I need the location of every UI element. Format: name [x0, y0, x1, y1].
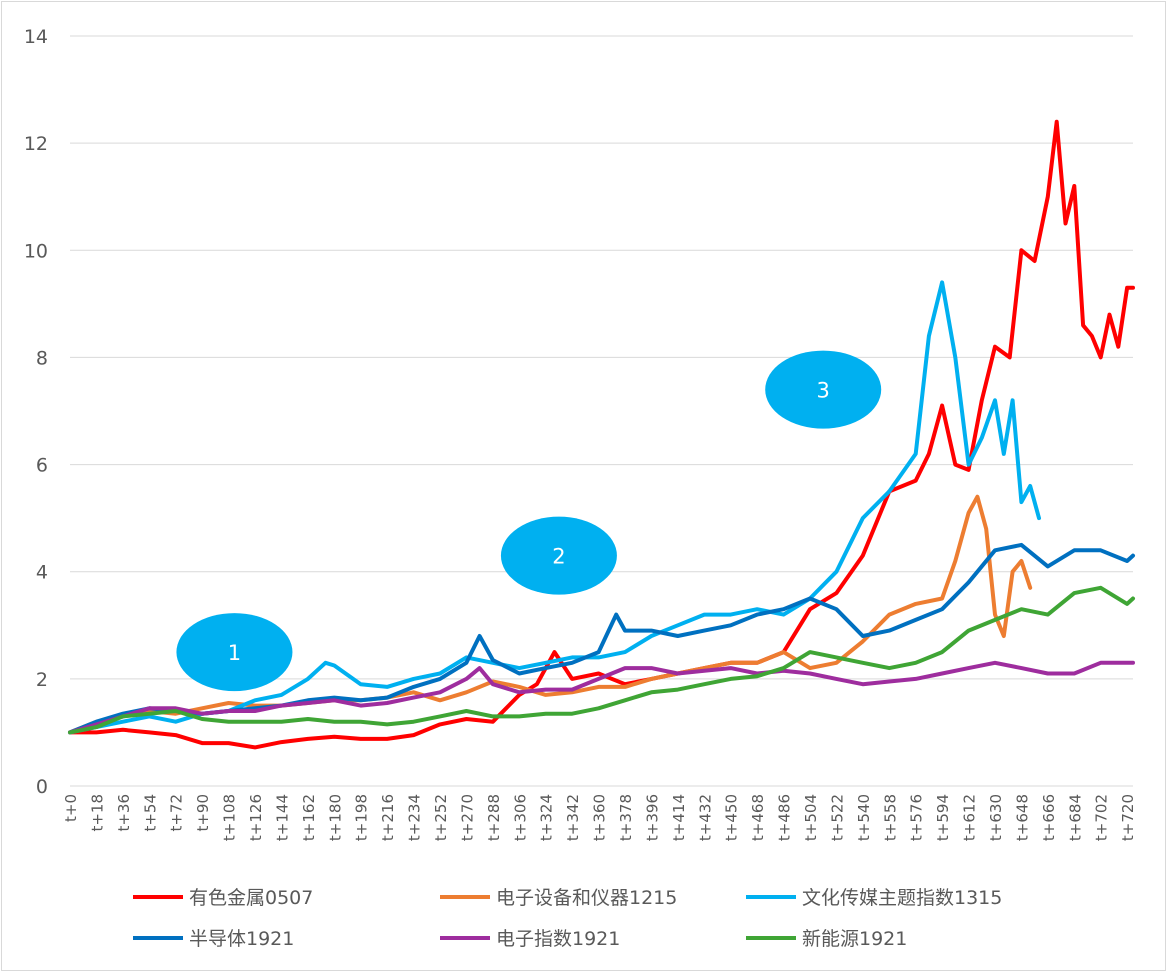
- legend-label: 新能源1921: [802, 928, 907, 950]
- x-tick-label: t+594: [934, 794, 952, 841]
- annotation-label: 2: [552, 545, 565, 569]
- annotation-label: 1: [228, 641, 241, 665]
- x-tick-label: t+180: [326, 794, 344, 841]
- annotation-bubble: [500, 516, 617, 595]
- x-tick-label: t+558: [881, 794, 899, 841]
- series-layer: [68, 119, 1135, 750]
- y-tick-label: 6: [36, 455, 48, 477]
- x-tick-label: t+126: [247, 794, 265, 841]
- x-tick-label: t+468: [749, 794, 767, 841]
- annotation-label: 3: [817, 379, 830, 403]
- series-line-3: [68, 542, 1135, 735]
- x-tick-label: t+576: [908, 794, 926, 841]
- annotation-bubble: [765, 350, 882, 429]
- x-tick-label: t+396: [643, 794, 661, 841]
- legend: 有色金属0507 电子设备和仪器1215 文化传媒主题指数1315 半导体1921 电子…: [133, 887, 1002, 950]
- legend-label: 电子指数1921: [496, 928, 620, 950]
- x-tick-label: t+720: [1119, 794, 1137, 841]
- x-tick-label: t+504: [802, 794, 820, 841]
- x-tick-label: t+522: [828, 794, 846, 841]
- y-tick-label: 0: [36, 776, 48, 798]
- x-tick-label: t+414: [670, 794, 688, 841]
- x-tick-label: t+36: [115, 794, 133, 832]
- x-tick-label: t+450: [723, 794, 741, 841]
- y-tick-label: 10: [24, 240, 48, 262]
- series-line-4: [68, 660, 1135, 735]
- x-tick-label: t+666: [1040, 794, 1058, 841]
- series-line-1: [68, 494, 1033, 735]
- annotation-bubble: [176, 613, 293, 692]
- x-tick-label: t+540: [855, 794, 873, 841]
- x-tick-label: t+234: [406, 794, 424, 841]
- x-tick-label: t+270: [458, 794, 476, 841]
- x-tick-label: t+324: [538, 794, 556, 841]
- x-tick-label: t+342: [564, 794, 582, 841]
- x-tick-label: t+90: [194, 794, 212, 832]
- series-line-5: [68, 585, 1135, 735]
- x-axis-ticks: t+0 t+18 t+36 t+54 t+72 t+90 t+108 t+126 t+144 t+…: [62, 794, 1137, 841]
- y-tick-label: 8: [36, 347, 48, 369]
- series-line-2: [68, 280, 1041, 735]
- x-tick-label: t+306: [511, 794, 529, 841]
- x-tick-label: t+144: [273, 794, 291, 841]
- x-tick-label: t+684: [1066, 794, 1084, 841]
- x-tick-label: t+360: [591, 794, 609, 841]
- x-tick-label: t+486: [776, 794, 794, 841]
- x-tick-label: t+108: [221, 794, 239, 841]
- x-tick-label: t+18: [88, 794, 106, 832]
- x-tick-label: t+702: [1093, 794, 1111, 841]
- y-tick-label: 14: [24, 26, 48, 48]
- x-tick-label: t+648: [1013, 794, 1031, 841]
- x-tick-label: t+288: [485, 794, 503, 841]
- x-tick-label: t+198: [353, 794, 371, 841]
- x-tick-label: t+630: [987, 794, 1005, 841]
- x-tick-label: t+54: [141, 794, 159, 832]
- x-tick-label: t+612: [961, 794, 979, 841]
- x-tick-label: t+0: [62, 794, 80, 822]
- x-tick-label: t+162: [300, 794, 318, 841]
- legend-label: 电子设备和仪器1215: [496, 887, 677, 909]
- legend-label: 半导体1921: [189, 928, 294, 950]
- legend-label: 有色金属0507: [189, 887, 313, 909]
- annotation-layer: 1 2 3: [176, 350, 882, 692]
- x-tick-label: t+252: [432, 794, 450, 841]
- y-tick-label: 2: [36, 669, 48, 691]
- y-tick-label: 12: [24, 133, 48, 155]
- legend-label: 文化传媒主题指数1315: [802, 887, 1002, 909]
- x-tick-label: t+378: [617, 794, 635, 841]
- x-tick-label: t+216: [379, 794, 397, 841]
- x-tick-label: t+72: [168, 794, 186, 832]
- y-axis-ticks: 0 2 4 6 8 10 12 14: [24, 26, 48, 798]
- x-tick-label: t+432: [696, 794, 714, 841]
- y-tick-label: 4: [36, 562, 48, 584]
